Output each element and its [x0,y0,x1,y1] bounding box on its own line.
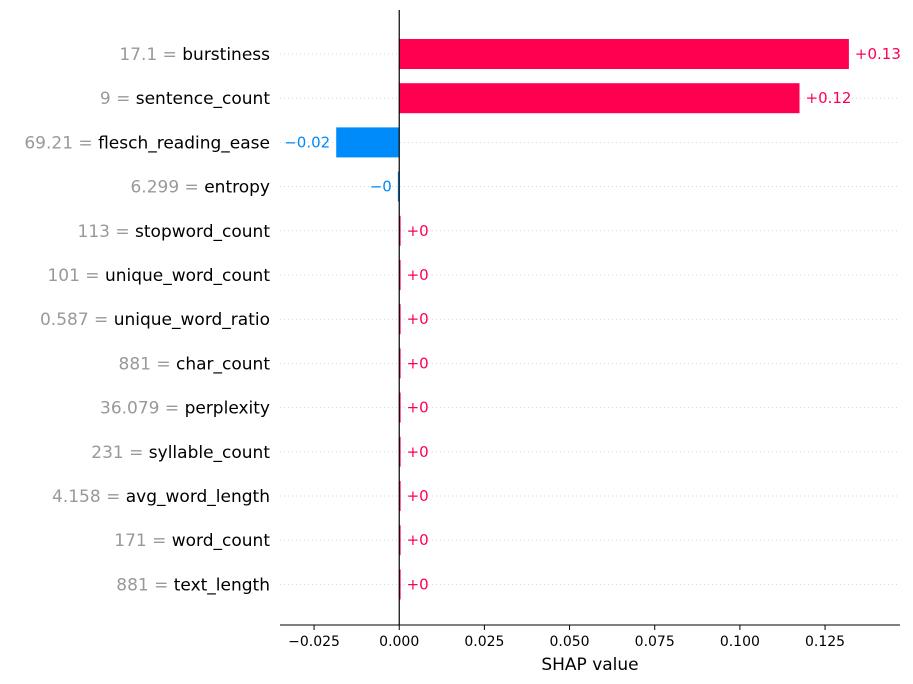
feature-value: 881 = [119,354,177,374]
feature-name: stopword_count [135,222,270,242]
bar-value-label: +0 [407,266,429,284]
bar-value-label: +0 [407,531,429,549]
bar-value-label: +0 [407,487,429,505]
feature-name: syllable_count [149,443,271,463]
x-tick-label: 0.050 [550,634,590,650]
shap-bar [399,436,401,467]
feature-value: 113 = [78,222,136,242]
bar-value-label: −0 [370,178,392,196]
x-tick-label: 0.100 [720,634,760,650]
bar-value-labels: +0.13 +0.12 −0.02 −0 +0 +0 +0 +0 +0 +0 +0 +0 +0 [284,45,901,593]
feature-labels: 17.1 = burstiness 9 = sentence_count 69.21… [24,45,270,595]
feature-value: 36.079 = [100,399,185,419]
feature-value: 69.21 = [24,133,98,153]
feature-name: burstiness [182,45,270,65]
feature-label: 9 = sentence_count [100,89,270,109]
bar-value-label: +0.13 [855,45,901,63]
feature-label: 881 = char_count [119,354,271,374]
feature-label: 171 = word_count [114,531,270,551]
shap-bar [336,127,400,158]
bar-value-label: +0 [407,399,429,417]
shap-bar [399,83,800,114]
bar-value-label: +0 [407,575,429,593]
shap-bar [399,39,849,69]
feature-value: 6.299 = [130,178,204,198]
bar-value-label: +0.12 [806,89,852,107]
feature-value: 231 = [91,443,149,463]
x-tick-label: 0.075 [635,634,675,650]
shap-bar [399,260,401,290]
feature-value: 4.158 = [52,487,126,507]
shap-bar [399,569,401,600]
shap-bar [399,348,401,379]
bar-value-label: +0 [407,443,429,461]
bar-value-label: +0 [407,310,429,328]
feature-label: 101 = unique_word_count [47,266,270,286]
feature-label: 69.21 = flesch_reading_ease [24,133,270,153]
feature-label: 0.587 = unique_word_ratio [40,310,270,330]
bar-value-label: +0 [407,222,429,240]
bar-value-label: +0 [407,354,429,372]
feature-label: 6.299 = entropy [130,178,270,198]
shap-bar [399,392,401,423]
x-tick-label: 0.125 [805,634,845,650]
feature-value: 0.587 = [40,310,114,330]
shap-bar [399,215,401,246]
shap-bar [399,304,401,335]
bar-value-label: −0.02 [284,133,330,151]
feature-label: 881 = text_length [116,575,270,595]
feature-name: flesch_reading_ease [98,133,270,153]
feature-name: unique_word_ratio [114,310,270,330]
x-axis-label: SHAP value [541,655,638,675]
feature-value: 171 = [114,531,172,551]
shap-bar [399,525,401,556]
shap-bar [397,171,400,202]
feature-name: text_length [174,575,270,595]
feature-value: 9 = [100,89,136,109]
feature-name: sentence_count [136,89,271,109]
x-tick-label: 0.000 [379,634,419,650]
feature-label: 4.158 = avg_word_length [52,487,270,507]
feature-label: 231 = syllable_count [91,443,270,463]
feature-name: perplexity [185,399,270,419]
feature-name: unique_word_count [105,266,270,286]
feature-label: 17.1 = burstiness [119,45,270,65]
feature-name: avg_word_length [126,487,270,507]
feature-value: 881 = [116,575,174,595]
feature-label: 36.079 = perplexity [100,399,270,419]
bars [336,39,849,600]
x-tick-label: 0.025 [464,634,504,650]
feature-value: 17.1 = [119,45,182,65]
feature-value: 101 = [47,266,105,286]
x-axis: −0.025 0.000 0.025 0.050 0.075 0.100 0.125 [280,624,900,650]
feature-name: char_count [176,354,270,374]
feature-name: word_count [172,531,271,551]
feature-label: 113 = stopword_count [78,222,271,242]
shap-bar [399,481,401,511]
x-tick-label: −0.025 [288,634,340,650]
feature-name: entropy [204,178,270,198]
